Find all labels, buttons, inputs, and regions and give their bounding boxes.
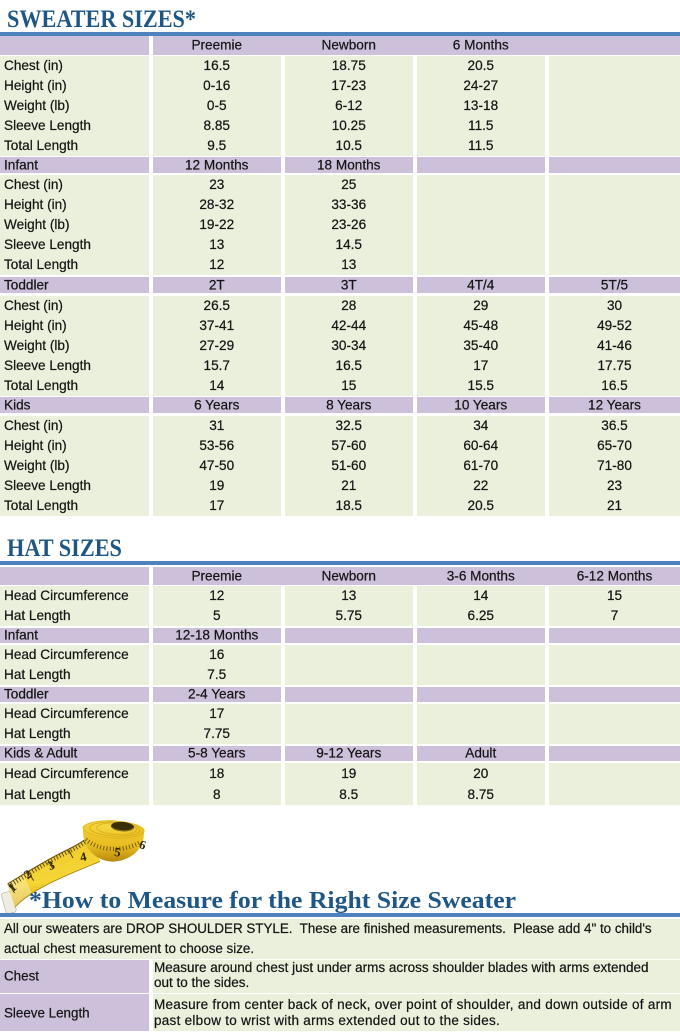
svg-text:3: 3 <box>45 858 57 873</box>
svg-text:5: 5 <box>114 845 121 859</box>
svg-text:6: 6 <box>138 837 148 852</box>
svg-text:4: 4 <box>79 849 89 864</box>
